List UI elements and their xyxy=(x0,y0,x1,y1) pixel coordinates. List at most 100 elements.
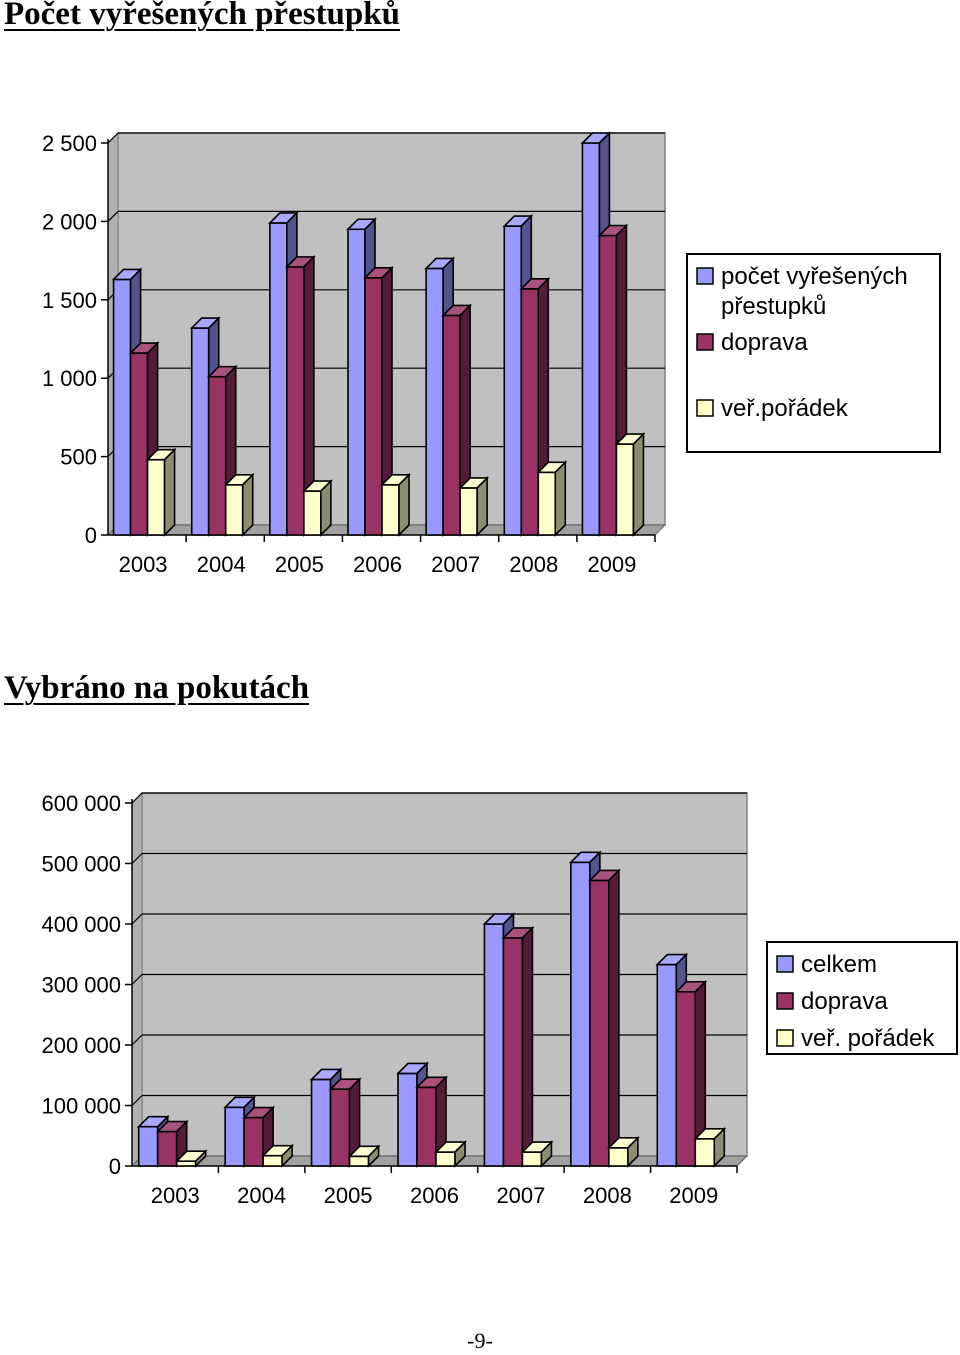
bar-3-2003 xyxy=(174,1149,208,1168)
legend-swatch xyxy=(696,333,714,351)
bar-front xyxy=(503,225,523,536)
bar-3-2006 xyxy=(380,472,411,537)
x-tick-label: 2004 xyxy=(197,552,246,577)
bar-side xyxy=(476,476,488,537)
bar-2-2007 xyxy=(501,925,535,1168)
legend-swatch xyxy=(696,399,714,417)
legend-swatch xyxy=(696,267,714,285)
gridline-side xyxy=(131,1034,143,1046)
bar-front xyxy=(347,228,366,536)
x-tick-label: 2003 xyxy=(151,1183,200,1208)
y-tick-label: 100 000 xyxy=(41,1094,121,1119)
y-tick-label: 2 500 xyxy=(42,131,97,156)
bar-side xyxy=(241,472,254,537)
y-tick-label: 2 000 xyxy=(42,209,97,234)
bar-front xyxy=(156,1130,178,1167)
bar-3-2009 xyxy=(693,1126,727,1168)
bar-front xyxy=(269,222,288,536)
y-tick-label: 500 xyxy=(60,445,97,470)
bar-side xyxy=(367,1144,380,1168)
bar-3-2005 xyxy=(347,1144,381,1168)
legend-label: doprava xyxy=(801,988,888,1015)
bar-side xyxy=(608,868,620,1168)
bar-2-2005 xyxy=(328,1077,362,1168)
bar-side xyxy=(281,1143,293,1168)
bar-side xyxy=(398,472,410,537)
bar-2-2004 xyxy=(242,1105,276,1168)
bar-front xyxy=(137,1125,159,1167)
gridline-side xyxy=(131,853,143,864)
bar-front xyxy=(435,1151,456,1167)
bar-2-2008 xyxy=(587,868,621,1168)
bar-front xyxy=(303,490,322,536)
y-tick-label: 400 000 xyxy=(41,912,121,937)
bar-side xyxy=(454,1140,466,1168)
bar-front xyxy=(483,923,505,1167)
bar-side xyxy=(632,432,645,537)
bar-front xyxy=(502,937,524,1167)
bar-3-2008 xyxy=(606,1135,640,1168)
x-tick-label: 2009 xyxy=(669,1183,718,1208)
bar-front xyxy=(207,375,227,536)
bar-3-2007 xyxy=(458,476,490,537)
bar-front xyxy=(615,443,635,536)
x-tick-label: 2006 xyxy=(353,552,402,577)
bar-front xyxy=(570,861,591,1167)
bar-front xyxy=(243,1116,264,1167)
bar-front xyxy=(112,278,132,536)
y-tick-label: 0 xyxy=(85,523,97,548)
bar-side xyxy=(713,1126,726,1168)
gridline-side xyxy=(107,210,119,222)
x-tick-label: 2008 xyxy=(509,552,558,577)
y-tick-label: 500 000 xyxy=(41,852,121,877)
bar-front xyxy=(656,963,678,1167)
bar-front xyxy=(520,288,540,536)
gridline-side xyxy=(131,1095,143,1106)
y-tick-label: 0 xyxy=(109,1154,121,1179)
bar-front xyxy=(329,1088,351,1167)
bar-front xyxy=(425,267,444,536)
bar-front xyxy=(459,487,478,536)
bar-front xyxy=(397,1072,418,1167)
bar-front xyxy=(262,1154,283,1167)
bar-side xyxy=(540,1140,553,1168)
bar-front xyxy=(224,1106,245,1167)
x-tick-label: 2004 xyxy=(237,1183,286,1208)
bar-2-2003 xyxy=(155,1119,189,1168)
x-tick-label: 2005 xyxy=(324,1183,373,1208)
x-tick-label: 2009 xyxy=(587,552,636,577)
legend-box xyxy=(766,941,958,1055)
bar-3-2006 xyxy=(434,1140,467,1168)
y-tick-label: 1 500 xyxy=(42,288,97,313)
bar-2-2009 xyxy=(674,979,708,1168)
bar-2-2007 xyxy=(441,303,473,537)
bar-front xyxy=(310,1078,332,1167)
legend-label: veř.pořádek xyxy=(721,395,849,422)
bar-3-2004 xyxy=(223,472,255,537)
bar-2-2006 xyxy=(415,1075,448,1168)
gridline-side xyxy=(131,913,143,925)
bar-front xyxy=(364,277,383,536)
bar-front xyxy=(190,327,210,536)
bar-front xyxy=(416,1086,437,1167)
bar-front xyxy=(286,266,305,536)
bar-front xyxy=(146,458,166,536)
bar-front xyxy=(129,352,149,536)
bar-3-2003 xyxy=(145,447,177,537)
bar-side xyxy=(521,925,534,1168)
bar-3-2009 xyxy=(614,432,646,537)
x-tick-label: 2005 xyxy=(275,552,324,577)
x-tick-label: 2007 xyxy=(496,1183,545,1208)
bar-front xyxy=(348,1155,370,1167)
bar-side xyxy=(554,460,567,537)
x-tick-label: 2007 xyxy=(431,552,480,577)
bar-3-2004 xyxy=(261,1143,295,1168)
x-tick-label: 2006 xyxy=(410,1183,459,1208)
legend: celkem doprava veř. pořádek xyxy=(766,941,958,1055)
legend-label: přestupků xyxy=(721,293,826,320)
x-tick-label: 2003 xyxy=(119,552,168,577)
y-tick-label: 600 000 xyxy=(41,791,121,816)
bar-2-2005 xyxy=(284,254,316,537)
y-tick-label: 1 000 xyxy=(42,366,97,391)
legend-label: veř. pořádek xyxy=(801,1025,935,1052)
